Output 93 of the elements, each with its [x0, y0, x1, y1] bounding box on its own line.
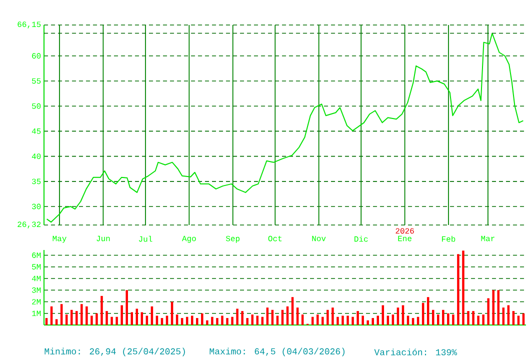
bar	[372, 318, 374, 325]
bar	[316, 314, 319, 325]
bar	[352, 316, 354, 325]
bar	[236, 308, 238, 325]
bar	[90, 316, 93, 325]
y-tick-label: 35	[32, 178, 41, 184]
bar	[241, 311, 244, 325]
bar	[376, 316, 380, 325]
bar	[322, 316, 324, 325]
bar	[462, 250, 464, 325]
x-tick-label: Ago	[182, 236, 196, 243]
bar	[130, 312, 133, 325]
bar	[100, 296, 103, 325]
bar	[517, 316, 520, 325]
bar	[487, 298, 490, 325]
x-tick-label: Sep	[226, 236, 240, 243]
text: 2026	[396, 228, 414, 234]
bar	[211, 316, 214, 325]
bar	[231, 316, 234, 325]
y-tick-label: 4M	[32, 276, 41, 282]
text: Maximo: 64,5 (04/03/2026)	[210, 348, 344, 356]
bar	[96, 313, 98, 325]
x-tick-label: Feb	[442, 236, 456, 242]
bar	[447, 313, 450, 325]
bar	[482, 314, 484, 325]
bar	[256, 316, 259, 325]
bar	[276, 316, 279, 325]
x-tick-label: Dic	[354, 236, 368, 242]
y-tick-label: 30	[32, 204, 41, 210]
bar	[76, 311, 78, 325]
bar	[136, 308, 138, 325]
bar	[156, 316, 158, 325]
bar	[146, 316, 148, 325]
bar	[226, 318, 228, 325]
bar	[106, 311, 108, 325]
bar	[332, 308, 334, 325]
bar	[442, 310, 444, 325]
bar	[116, 316, 118, 325]
x-tick-label: Oct	[268, 236, 282, 242]
bar	[126, 290, 128, 325]
x-tick-label: Ene	[398, 236, 412, 242]
bar	[221, 316, 224, 325]
bar	[80, 304, 83, 325]
bar	[246, 318, 248, 325]
y-tick-label: 26,32	[18, 222, 41, 228]
x-tick-label: Jun	[96, 236, 110, 242]
line-series	[46, 32, 524, 223]
bar	[477, 316, 480, 325]
bar	[342, 316, 344, 325]
bar	[457, 254, 460, 325]
bar	[406, 316, 410, 325]
y-tick-label: 2M	[32, 299, 41, 304]
bar	[326, 310, 329, 325]
text: Minimo: 26,94 (25/04/2025)	[44, 348, 185, 356]
y-tick-label: 1M	[32, 310, 41, 316]
y-tick-label: 40	[32, 154, 41, 160]
bar	[251, 314, 254, 325]
bar	[336, 316, 339, 325]
bar	[196, 318, 198, 325]
bar	[346, 316, 349, 325]
bar	[190, 316, 194, 325]
bar	[492, 290, 494, 325]
bar	[166, 316, 168, 325]
x-tick-label: May	[52, 236, 66, 243]
x-tick-label: Nov	[312, 236, 326, 242]
y-tick-label: 3M	[32, 287, 41, 293]
x-tick-label: Mar	[481, 236, 494, 242]
y-tick-label: 6M	[32, 252, 41, 258]
text: Variación: 139%	[374, 348, 458, 356]
bar	[452, 314, 454, 325]
bar	[201, 313, 204, 325]
bar	[356, 311, 359, 325]
bar	[120, 305, 123, 325]
bar	[366, 320, 369, 325]
y-tick-label: 60	[32, 53, 41, 59]
bar	[206, 320, 208, 325]
bar	[55, 319, 58, 325]
bar	[472, 311, 474, 325]
bar	[170, 302, 174, 325]
bar	[386, 316, 390, 325]
y-tick-label: 50	[32, 103, 41, 109]
bar	[86, 306, 88, 325]
bar	[140, 312, 144, 325]
y-tick-label: 45	[32, 128, 41, 134]
bar	[467, 311, 470, 325]
bar	[362, 316, 364, 325]
x-tick-label: Jul	[138, 236, 152, 242]
bar	[216, 318, 218, 325]
bar	[437, 314, 440, 325]
y-tick-label: 5M	[32, 264, 41, 270]
y-tick-label: 66,15	[18, 22, 41, 28]
y-tick-label: 55	[32, 78, 41, 84]
bar	[110, 316, 113, 325]
